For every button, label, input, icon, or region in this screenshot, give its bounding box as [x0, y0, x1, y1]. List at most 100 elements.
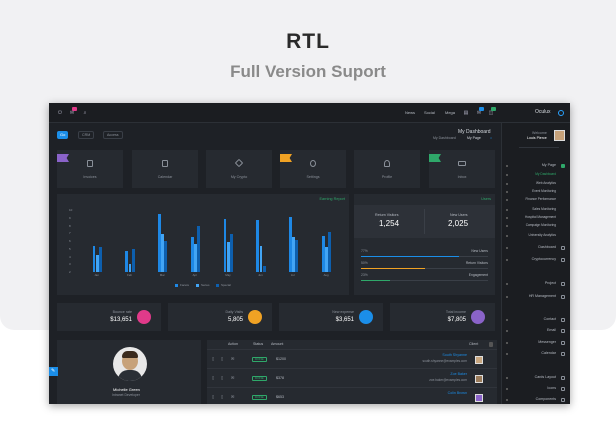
sidebar-item-icons[interactable]: Icons	[547, 386, 556, 390]
delete-icon[interactable]: ▯	[212, 356, 215, 361]
tile-settings[interactable]: Settings	[280, 150, 346, 188]
sidebar-item-hospital-management[interactable]: Hospital Management	[524, 215, 556, 219]
progress-track	[361, 280, 488, 281]
chart-bar	[194, 244, 197, 272]
power-icon[interactable]: ⏻	[58, 110, 62, 116]
sidebar-item-email[interactable]: Email	[547, 328, 556, 332]
lock-icon[interactable]: ▯	[221, 375, 224, 380]
divider	[519, 147, 559, 148]
search-icon[interactable]: ⌕	[83, 110, 87, 116]
sidebar-item-my-dashboard[interactable]: My Dashboard	[535, 172, 556, 176]
document-icon[interactable]: ▤	[463, 110, 469, 116]
progress-label: Return Visitors	[465, 261, 488, 265]
x-tick-label: May	[225, 273, 231, 277]
users-summary: Return Visitors 1,254 New Users 2,025	[354, 205, 495, 238]
sidebar-item-cards-layout[interactable]: Cards Layout	[534, 375, 556, 379]
user-avatar[interactable]	[554, 130, 565, 141]
tile-calendar[interactable]: Calendar	[132, 150, 198, 188]
progress-fill	[361, 268, 425, 269]
nav-news[interactable]: News	[405, 110, 416, 115]
y-tick-label: 3	[69, 262, 71, 267]
client-name[interactable]: Colin Brown	[447, 391, 467, 395]
chart-bar	[292, 237, 296, 272]
client-email: zoe.baker@examples.com	[429, 378, 467, 382]
col-status: Status	[253, 342, 264, 346]
notification-icon[interactable]: ✉	[69, 110, 75, 116]
breadcrumb-home[interactable]: My Dashboard	[433, 136, 456, 140]
mail-icon[interactable]: ✉	[231, 356, 235, 361]
avatar-shirt	[118, 370, 142, 381]
edit-icon[interactable]: ✎	[49, 367, 58, 376]
profile-card: Michelle Green Intranet Developer	[57, 340, 201, 404]
tile-inbox[interactable]: Inbox	[429, 150, 495, 188]
sidebar-item-dashboard[interactable]: Dashboard	[538, 245, 556, 249]
tile-flag	[280, 154, 292, 162]
chevron-icon	[506, 183, 508, 185]
crm-filter[interactable]: CRM	[78, 131, 95, 139]
chevron-icon	[506, 174, 508, 176]
client-avatar	[475, 394, 483, 402]
access-filter[interactable]: Access	[103, 131, 123, 139]
sidebar-item-web-analytics[interactable]: Web Analytics	[536, 181, 556, 185]
stat-total-income: Total income $7,805	[390, 303, 495, 331]
chart-bar	[190, 236, 194, 272]
chart-bar	[125, 250, 129, 272]
tile-profile[interactable]: Profile	[354, 150, 420, 188]
sidebar-item-cryptocurrency[interactable]: Cryptocurrency	[531, 257, 556, 261]
brand-name[interactable]: Oculux	[535, 109, 551, 115]
lock-icon[interactable]: ▯	[221, 394, 224, 399]
mail-icon[interactable]: ✉	[231, 375, 235, 380]
progress-pct: 77%	[361, 249, 368, 253]
avatar[interactable]	[113, 347, 147, 381]
chevron-icon	[506, 225, 508, 227]
client-name[interactable]: South Shyanne	[442, 353, 467, 357]
sidebar-item-calendar[interactable]: Calendar	[541, 351, 556, 355]
mail-icon[interactable]: ✉	[231, 394, 235, 399]
nav-mega[interactable]: Mega	[445, 110, 456, 115]
progress-track	[361, 256, 488, 257]
client-avatar	[475, 356, 483, 364]
stat-value: $3,651	[335, 317, 354, 323]
sidebar-item-icon	[561, 281, 565, 286]
breadcrumb-home-icon[interactable]: ⌂	[490, 136, 493, 140]
chart-bar	[98, 246, 102, 272]
delete-icon[interactable]: ▯	[212, 394, 215, 399]
sidebar-item-university-analytics[interactable]: University Analytics	[528, 233, 556, 237]
table-row: ▯ ▯ ✉ DONE $378 Zoe Baker zoe.baker@exam…	[207, 370, 497, 388]
mail-icon[interactable]: ✉	[476, 110, 482, 116]
go-button[interactable]: Go	[57, 131, 68, 139]
main-content: Go CRM Access My Dashboard My Dashboard …	[49, 123, 501, 404]
user-name[interactable]: Louis Pierce	[527, 136, 547, 140]
tile-invoices[interactable]: Invoices	[57, 150, 123, 188]
sidebar-item-messenger[interactable]: Messenger	[538, 340, 556, 344]
stat-bounce-rate: Bounce rate $13,651	[57, 303, 161, 331]
chevron-icon	[506, 388, 508, 390]
stat-value: 5,805	[227, 317, 243, 323]
sidebar-item-project[interactable]: Project	[544, 281, 556, 285]
delete-icon[interactable]: ▯	[212, 375, 215, 380]
sidebar-item-finance-performance[interactable]: Finance Performance	[525, 197, 556, 201]
client-email: south.shyanne@examples.com	[422, 359, 467, 363]
y-tick-label: 5	[69, 246, 71, 251]
new-users-label: New Users	[450, 213, 468, 217]
nav-social[interactable]: Social	[424, 110, 435, 115]
sidebar-item-components[interactable]: Components	[535, 397, 556, 401]
tile-my-crypto[interactable]: My Crypto	[206, 150, 272, 188]
page-title: My Dashboard	[458, 129, 491, 135]
chart-bar	[289, 216, 292, 272]
lock-icon[interactable]: ▯	[221, 356, 224, 361]
sidebar-item-event-monitoring[interactable]: Event Monitoring	[532, 189, 556, 193]
chat-icon[interactable]: ◫	[488, 110, 494, 116]
tile-label: My Crypto	[230, 175, 248, 179]
sidebar-item-sales-monitoring[interactable]: Sales Monitoring	[532, 207, 556, 211]
progress-label: Engagement	[468, 273, 488, 277]
sidebar-item-my-page[interactable]: My Page	[541, 163, 556, 167]
chart-bar	[295, 239, 299, 272]
sidebar-item-campaign-monitoring[interactable]: Campaign Monitoring	[525, 223, 556, 227]
settings-icon[interactable]	[489, 342, 493, 347]
sidebar-item-contact[interactable]: Contact	[543, 317, 556, 321]
col-amount: Amount	[271, 342, 284, 346]
sidebar-item-hr-management[interactable]: HR Management	[528, 294, 556, 298]
users-panel: Users Return Visitors 1,254 New Users 2,…	[354, 194, 495, 295]
client-name[interactable]: Zoe Baker	[450, 372, 467, 376]
